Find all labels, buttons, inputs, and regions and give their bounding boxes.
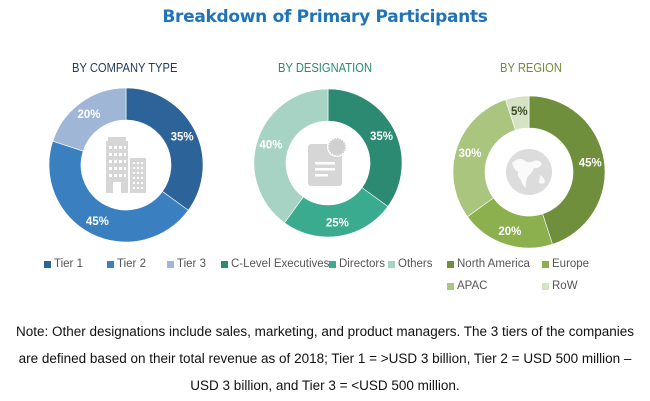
donut-label: 35% [370, 131, 393, 143]
donut-slice-north-america [528, 95, 606, 245]
legend-tier-1: Tier 1 [44, 258, 83, 270]
company-type-donut: 35% 45% 20% [48, 87, 204, 243]
donut-slice-c-level-executives [327, 88, 403, 207]
document-badge-icon [308, 137, 347, 186]
donut-slice-others [253, 88, 329, 224]
donut-label: 5% [511, 106, 528, 118]
donut-label: 40% [259, 139, 282, 151]
footnote-line-2: are defined based on their total revenue… [18, 351, 632, 366]
legend-c-level-executives: C-Level Executives [221, 258, 329, 270]
donut-label: 35% [171, 131, 194, 143]
legend-swatch [221, 260, 228, 268]
legend-swatch [542, 282, 549, 290]
donut-charts: 35% 45% 20% 35% 25% 40% 45% 20% 30% 5% [48, 87, 606, 249]
donut-label: 20% [77, 109, 100, 121]
globe-icon [506, 149, 552, 195]
footnote-line-1: Note: Other designations include sales, … [15, 324, 635, 339]
donut-slice-tier-2 [48, 140, 189, 243]
building-icon [106, 137, 146, 193]
legend-directors: Directors [329, 258, 385, 270]
donut-slice-row [505, 95, 530, 131]
legend-swatch [447, 260, 454, 268]
donut-label: 45% [579, 157, 602, 169]
donut-slice-tier-3 [52, 87, 127, 152]
legend-row: RoW [542, 280, 578, 292]
legend-apac: APAC [447, 280, 487, 292]
legend-swatch [542, 260, 549, 268]
legend-swatch [388, 260, 395, 268]
legend-swatch [44, 260, 51, 268]
chart-title: Breakdown of Primary Participants [162, 7, 488, 27]
region-heading: BY REGION [500, 60, 562, 75]
donut-slice-tier-1 [125, 87, 204, 211]
legend-others: Others [388, 258, 433, 270]
legend-north-america: North America [447, 258, 530, 270]
donut-label: 20% [498, 226, 521, 238]
designation-heading: BY DESIGNATION [278, 60, 373, 75]
legend-swatch [167, 260, 174, 268]
footnote-line-3: USD 3 billion, and Tier 3 = <USD 500 mil… [190, 378, 460, 393]
legend-swatch [329, 260, 336, 268]
region-donut: 45% 20% 30% 5% [452, 95, 606, 249]
donut-label: 45% [86, 216, 109, 228]
legend-swatch [107, 260, 114, 268]
company-type-heading: BY COMPANY TYPE [72, 60, 178, 75]
donut-label: 25% [326, 217, 349, 229]
designation-donut: 35% 25% 40% [253, 88, 403, 238]
legend-tier-2: Tier 2 [107, 258, 146, 270]
legend-swatch [447, 282, 454, 290]
legend-europe: Europe [542, 258, 589, 270]
footnote: Note: Other designations include sales, … [0, 318, 650, 399]
legend-tier-3: Tier 3 [167, 258, 206, 270]
donut-label: 30% [459, 148, 482, 160]
